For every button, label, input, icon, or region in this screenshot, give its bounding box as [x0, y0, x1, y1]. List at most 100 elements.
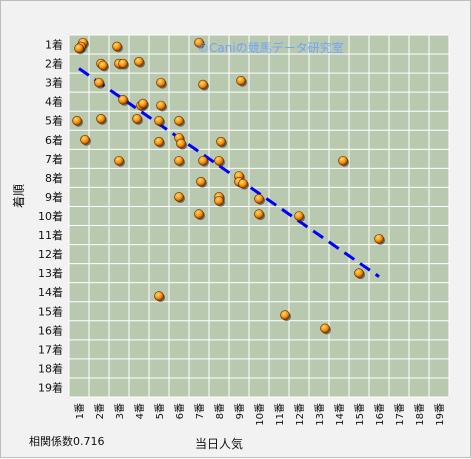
data-point-marker	[198, 79, 208, 90]
x-tick-label: 2番	[94, 403, 106, 419]
data-point-marker	[280, 310, 290, 320]
data-point-marker	[176, 138, 186, 149]
data-point-marker	[174, 155, 184, 166]
data-point	[80, 134, 91, 146]
gridlines	[68, 34, 450, 398]
data-point	[236, 75, 247, 87]
x-tick-label: 10番	[254, 403, 266, 426]
trendline	[78, 67, 380, 278]
data-point	[354, 268, 365, 280]
data-point-marker	[154, 291, 164, 301]
x-tick-label: 15番	[354, 403, 366, 426]
y-tick-label: 13着	[38, 266, 63, 280]
data-point-marker	[138, 98, 148, 109]
data-point-marker	[254, 209, 264, 219]
data-point	[74, 43, 85, 55]
y-tick-label: 6着	[45, 133, 63, 147]
data-point	[154, 291, 165, 303]
y-tick-label: 11着	[38, 228, 63, 242]
data-point	[112, 41, 123, 53]
data-point-marker	[338, 155, 348, 166]
x-tick-label: 17番	[394, 403, 406, 426]
data-point-marker	[196, 176, 206, 187]
x-tick-label: 4番	[134, 403, 146, 419]
data-point	[198, 155, 209, 167]
data-point	[254, 209, 265, 221]
y-tick-label: 17着	[38, 342, 63, 356]
y-axis-tick-labels: 1着 2着 3着 4着 5着 6着 7着 8着 9着 10着 11着 12着 13着 14着 15着 16着 1…	[38, 38, 63, 395]
y-tick-label: 2着	[45, 57, 63, 71]
data-point	[98, 60, 109, 72]
data-point-marker	[214, 195, 224, 206]
data-point-marker	[214, 155, 224, 166]
data-point	[118, 58, 129, 70]
data-point-marker	[118, 58, 128, 69]
y-tick-label: 1着	[45, 38, 63, 52]
x-tick-label: 3番	[114, 403, 126, 419]
y-tick-label: 16着	[38, 323, 63, 337]
x-tick-label: 1番	[74, 403, 86, 419]
x-tick-label: 19番	[434, 403, 446, 426]
data-point	[194, 37, 205, 49]
data-point-marker	[112, 41, 122, 52]
data-point	[238, 178, 249, 190]
data-point-marker	[114, 155, 124, 166]
data-point	[154, 136, 165, 148]
data-point	[280, 310, 291, 322]
data-point	[374, 234, 385, 245]
data-point	[174, 115, 185, 127]
data-point-marker	[216, 136, 226, 147]
data-point-marker	[80, 134, 90, 145]
data-point-marker	[154, 115, 164, 126]
data-point	[138, 98, 149, 110]
x-tick-label: 6番	[174, 403, 186, 419]
data-point	[156, 77, 167, 89]
data-point-marker	[294, 211, 304, 221]
data-point-marker	[156, 100, 166, 111]
data-point-marker	[72, 115, 82, 126]
y-tick-label: 18着	[38, 361, 63, 375]
data-point-marker	[96, 114, 106, 124]
y-tick-label: 5着	[45, 114, 63, 128]
data-point-marker	[74, 43, 84, 54]
x-tick-label: 5番	[154, 403, 166, 419]
data-point-marker	[154, 136, 164, 147]
x-tick-label: 18番	[414, 403, 426, 426]
y-tick-label: 14着	[38, 285, 63, 299]
data-point	[254, 194, 265, 205]
data-point-marker	[94, 77, 104, 88]
data-point-marker	[236, 75, 246, 86]
data-point	[132, 114, 143, 125]
x-tick-label: 14番	[334, 403, 346, 426]
data-point	[156, 100, 167, 112]
data-point	[196, 176, 207, 188]
data-point	[134, 56, 145, 68]
data-point	[338, 155, 349, 167]
y-tick-label: 9着	[45, 190, 63, 204]
data-point-marker	[254, 194, 264, 204]
data-point-marker	[132, 114, 142, 124]
data-point	[216, 136, 227, 148]
y-axis-label: 着順	[11, 184, 26, 208]
y-tick-label: 10着	[38, 209, 63, 223]
y-tick-label: 12着	[38, 247, 63, 261]
x-axis-label: 当日人気	[195, 436, 243, 451]
data-point-marker	[238, 178, 248, 189]
data-point-marker	[134, 56, 144, 67]
x-tick-label: 16番	[374, 403, 386, 426]
data-points	[72, 37, 385, 335]
data-point	[214, 155, 225, 167]
data-point-marker	[174, 115, 184, 126]
data-point	[94, 77, 105, 89]
data-point	[214, 195, 225, 207]
data-point-marker	[156, 77, 166, 88]
data-point	[118, 94, 129, 106]
data-point	[174, 192, 185, 203]
data-point-marker	[174, 192, 184, 202]
data-point	[294, 211, 305, 222]
correlation-label: 相関係数0.716	[29, 435, 105, 448]
y-tick-label: 7着	[45, 152, 63, 166]
y-tick-label: 19着	[38, 380, 63, 394]
data-point-marker	[198, 155, 208, 166]
